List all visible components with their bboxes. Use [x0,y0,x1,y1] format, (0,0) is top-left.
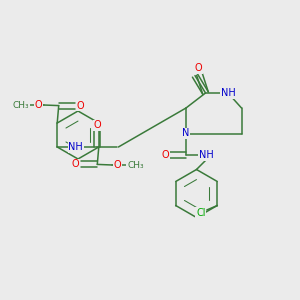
Text: O: O [194,63,202,73]
Text: O: O [77,100,84,111]
Text: NH: NH [220,88,236,98]
Text: Cl: Cl [196,208,206,218]
Text: CH₃: CH₃ [12,100,29,109]
Text: O: O [94,120,101,130]
Text: O: O [114,160,122,170]
Text: O: O [34,100,42,110]
Text: N: N [182,128,189,139]
Text: O: O [161,150,169,160]
Text: CH₃: CH₃ [127,160,144,169]
Text: NH: NH [68,142,83,152]
Text: O: O [72,159,79,170]
Text: NH: NH [199,150,214,160]
